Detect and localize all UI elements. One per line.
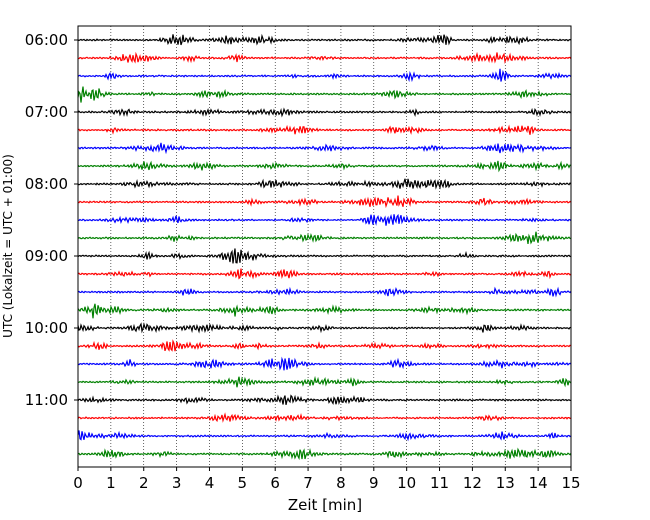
x-tick-label: 0 (73, 474, 83, 492)
seismic-trace (77, 213, 572, 226)
seismic-trace (77, 447, 572, 461)
x-tick-label: 15 (561, 474, 580, 492)
y-tick-label: 10:00 (25, 319, 68, 337)
x-tick-label: 13 (496, 474, 515, 492)
x-tick-label: 12 (463, 474, 482, 492)
seismic-trace (77, 356, 572, 371)
seismic-trace (77, 430, 572, 442)
y-tick-label: 07:00 (25, 103, 68, 121)
x-tick-label: 1 (106, 474, 116, 492)
x-tick-label: 2 (139, 474, 149, 492)
x-tick-label: 11 (430, 474, 449, 492)
seismic-trace (77, 86, 572, 103)
x-tick-label: 4 (205, 474, 215, 492)
y-tick-label: 08:00 (25, 175, 68, 193)
x-tick-label: 3 (172, 474, 182, 492)
seismic-trace (77, 339, 572, 352)
seismic-trace (77, 248, 572, 264)
seismic-trace (77, 394, 572, 406)
y-tick-label: 11:00 (25, 391, 68, 409)
x-tick-label: 6 (270, 474, 280, 492)
y-axis-label: UTC (Lokalzeit = UTC + 01:00) (1, 154, 15, 338)
x-tick-label: 10 (397, 474, 416, 492)
seismic-trace (77, 142, 572, 155)
x-tick-label: 9 (369, 474, 379, 492)
seismic-trace (77, 107, 572, 118)
seismic-trace (77, 412, 572, 423)
seismic-trace (77, 160, 572, 173)
seismic-trace (77, 286, 572, 298)
y-axis-ticks: 06:00 07:00 08:00 09:00 10:00 11:00 (25, 31, 78, 409)
trace-group (77, 33, 572, 461)
y-tick-label: 09:00 (25, 247, 68, 265)
seismic-trace (77, 303, 572, 319)
seismic-trace (77, 178, 572, 190)
seismic-trace (77, 195, 572, 209)
plot-frame (77, 25, 572, 468)
seismic-trace (77, 231, 572, 245)
seismic-trace (77, 124, 572, 135)
x-tick-label: 7 (303, 474, 313, 492)
x-tick-label: 5 (238, 474, 248, 492)
seismic-trace (77, 68, 572, 83)
x-tick-label: 14 (529, 474, 548, 492)
seismic-trace (77, 51, 572, 64)
seismic-trace (77, 322, 572, 334)
seismic-trace (77, 375, 572, 388)
seismic-trace (77, 268, 572, 280)
x-axis-label: Zeit [min] (288, 496, 362, 514)
x-axis-ticks: 0 1 2 3 4 5 6 7 8 9 10 11 12 13 14 15 (73, 467, 581, 492)
x-tick-label: 8 (336, 474, 346, 492)
y-tick-label: 06:00 (25, 31, 68, 49)
seismic-trace (77, 33, 572, 46)
